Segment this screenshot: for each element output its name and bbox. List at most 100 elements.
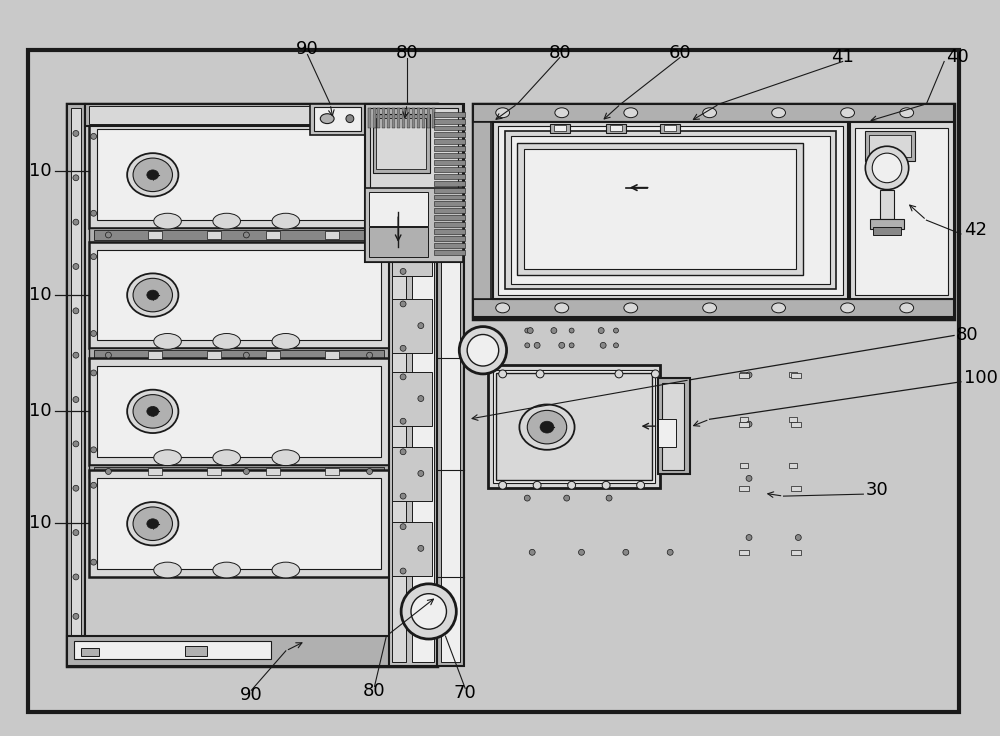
Ellipse shape — [703, 303, 717, 313]
Text: 80: 80 — [956, 327, 979, 344]
Ellipse shape — [213, 213, 240, 229]
Circle shape — [536, 370, 544, 378]
Circle shape — [91, 447, 97, 453]
Circle shape — [73, 263, 79, 269]
Bar — [554, 124, 566, 132]
Bar — [434, 153, 465, 158]
Ellipse shape — [154, 333, 181, 350]
Circle shape — [243, 469, 249, 475]
Bar — [434, 208, 465, 213]
Text: 90: 90 — [240, 686, 263, 704]
Bar — [392, 447, 432, 501]
Circle shape — [400, 568, 406, 574]
Bar — [377, 107, 380, 127]
Circle shape — [598, 328, 604, 333]
Bar — [434, 146, 465, 151]
Bar — [376, 118, 426, 169]
Bar — [81, 648, 99, 656]
Circle shape — [534, 342, 540, 348]
Circle shape — [872, 153, 902, 183]
Bar — [325, 231, 339, 239]
Bar — [94, 350, 384, 360]
Circle shape — [569, 343, 574, 348]
Circle shape — [418, 322, 424, 328]
Ellipse shape — [900, 107, 914, 118]
Bar — [89, 106, 433, 124]
Bar — [434, 126, 465, 130]
Circle shape — [91, 330, 97, 336]
Text: 90: 90 — [296, 40, 319, 57]
Bar — [97, 130, 381, 220]
Circle shape — [73, 613, 79, 619]
Bar — [67, 104, 437, 665]
Circle shape — [602, 481, 610, 489]
Bar — [434, 236, 465, 241]
Bar — [434, 112, 465, 117]
Ellipse shape — [272, 333, 300, 350]
Bar — [148, 467, 162, 475]
Ellipse shape — [772, 303, 785, 313]
Ellipse shape — [147, 519, 159, 528]
Ellipse shape — [900, 303, 914, 313]
Bar — [606, 124, 626, 133]
Bar — [89, 358, 389, 464]
Ellipse shape — [154, 562, 181, 578]
Text: 10: 10 — [29, 403, 51, 420]
Circle shape — [499, 370, 507, 378]
Ellipse shape — [496, 107, 510, 118]
Bar — [493, 370, 655, 484]
Bar — [434, 118, 465, 124]
Circle shape — [614, 343, 618, 348]
Circle shape — [667, 549, 673, 555]
Bar — [739, 373, 749, 378]
Circle shape — [400, 190, 406, 196]
Bar — [517, 144, 803, 275]
Circle shape — [527, 328, 533, 333]
Text: 10: 10 — [29, 286, 51, 304]
Text: 70: 70 — [454, 684, 477, 702]
Bar — [434, 174, 465, 179]
Bar — [488, 365, 660, 488]
Bar — [434, 160, 465, 165]
Circle shape — [73, 353, 79, 358]
Bar — [434, 167, 465, 172]
Bar — [392, 107, 395, 127]
Circle shape — [73, 397, 79, 403]
Ellipse shape — [133, 278, 172, 312]
Text: 10: 10 — [29, 514, 51, 531]
Bar — [392, 144, 432, 197]
Text: 80: 80 — [363, 682, 386, 700]
Bar — [89, 348, 389, 362]
Bar — [369, 227, 428, 257]
Bar — [382, 107, 385, 127]
Circle shape — [651, 370, 659, 378]
Ellipse shape — [133, 158, 172, 191]
Circle shape — [401, 584, 456, 639]
Bar — [89, 228, 389, 242]
Bar — [855, 127, 948, 295]
Circle shape — [525, 328, 530, 333]
Bar — [417, 107, 420, 127]
Circle shape — [73, 530, 79, 536]
Bar — [434, 243, 465, 248]
Circle shape — [73, 130, 79, 136]
Bar — [89, 464, 389, 478]
Circle shape — [499, 481, 507, 489]
Circle shape — [91, 370, 97, 376]
Bar — [740, 463, 748, 467]
Text: 41: 41 — [831, 48, 854, 66]
Circle shape — [243, 353, 249, 358]
Bar — [89, 470, 389, 577]
Bar — [392, 522, 432, 576]
Ellipse shape — [272, 213, 300, 229]
Circle shape — [614, 328, 618, 333]
Bar — [739, 422, 749, 427]
Circle shape — [865, 146, 909, 190]
Bar — [207, 467, 221, 475]
Circle shape — [73, 308, 79, 314]
Bar — [473, 104, 954, 319]
Ellipse shape — [147, 170, 159, 180]
Text: 42: 42 — [964, 221, 987, 239]
Bar — [97, 366, 381, 457]
Circle shape — [795, 534, 801, 540]
